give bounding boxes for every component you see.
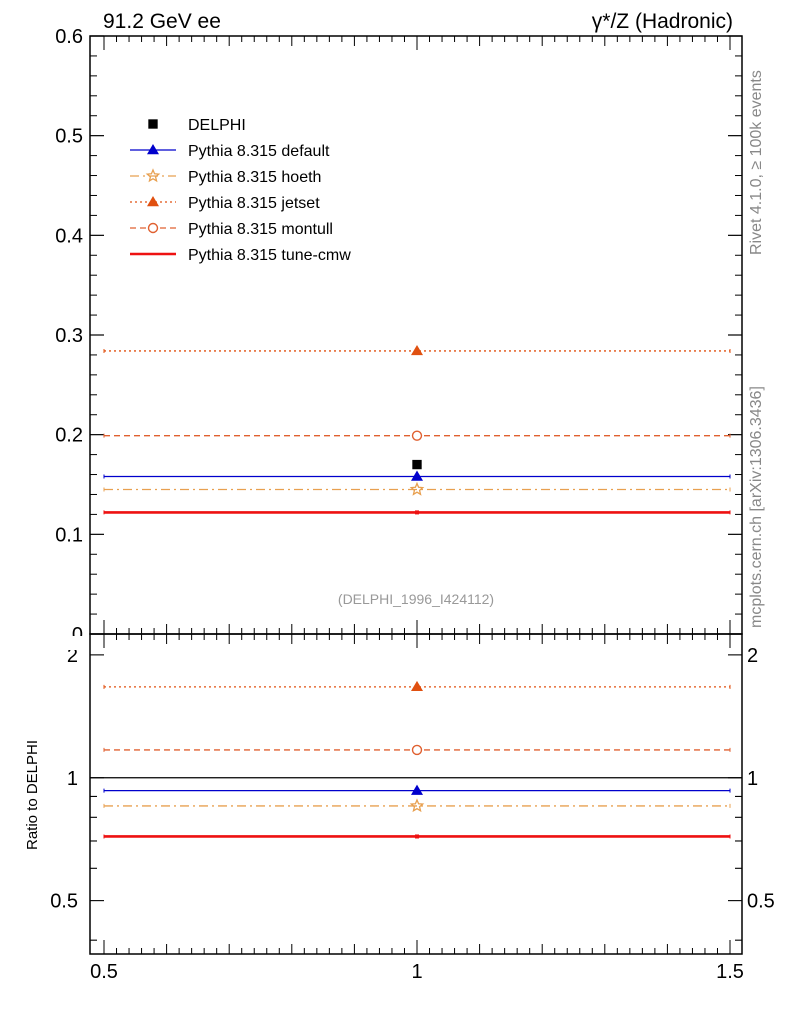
ratio-axes: 0.5 0.5 1 1 2 2	[50, 645, 775, 941]
main-series-default-marker	[411, 470, 423, 481]
legend-default-label: Pythia 8.315 default	[188, 143, 330, 160]
legend-jetset-marker	[147, 196, 159, 207]
legend-montull-marker	[147, 222, 159, 234]
main-series-hoeth-marker	[409, 481, 425, 496]
ratio-series-group	[103, 680, 731, 839]
legend-delphi-marker	[148, 119, 158, 129]
main-series-group	[103, 344, 731, 515]
legend-montull-label: Pythia 8.315 montull	[188, 221, 333, 238]
process-label: γ*/Z (Hadronic)	[592, 10, 733, 33]
zero-label-mask	[40, 636, 88, 650]
ratio-series-hoeth-marker	[409, 798, 425, 813]
ratio-plot-frame	[89, 633, 743, 955]
legend-default-marker	[147, 144, 159, 155]
legend-hoeth-marker	[145, 168, 161, 183]
ratio-y-tick-label-right: 0.5	[747, 891, 775, 913]
main-axes: 0 0.1 0.2 0.3 0.4 0.5 0.6	[55, 26, 742, 646]
mcplots-label: mcplots.cern.ch [arXiv:1306.3436]	[748, 386, 765, 628]
main-y-tick-label: 0.6	[55, 26, 83, 48]
ratio-series-default-marker	[411, 784, 423, 795]
legend: DELPHI Pythia 8.315 default Pythia 8.315 h…	[130, 117, 351, 264]
data-point-delphi	[412, 459, 422, 470]
main-series-jetset-marker	[411, 344, 423, 356]
ratio-y-tick-label: 2	[67, 645, 78, 667]
x-tick-label: 1	[411, 961, 422, 983]
energy-label: 91.2 GeV ee	[103, 10, 221, 33]
main-series-tune-cmw-marker	[415, 510, 419, 515]
main-y-tick-label: 0.1	[55, 524, 83, 546]
rivet-label: Rivet 4.1.0, ≥ 100k events	[748, 70, 765, 255]
ratio-y-tick-label-right: 1	[747, 768, 758, 790]
analysis-label: (DELPHI_1996_I424112)	[338, 591, 494, 607]
x-tick-label: 0.5	[90, 961, 118, 983]
main-y-tick-label: 0	[72, 624, 83, 646]
x-tick-label: 1.5	[716, 961, 744, 983]
x-axis: 0.5 1 1.5	[90, 36, 744, 983]
main-y-tick-label: 0.4	[55, 225, 83, 247]
main-y-tick-label: 0.2	[55, 425, 83, 447]
legend-tune-cmw-label: Pythia 8.315 tune-cmw	[188, 247, 351, 264]
main-y-tick-label: 0.3	[55, 325, 83, 347]
ratio-y-tick-label: 0.5	[50, 891, 78, 913]
ratio-series-montull-marker	[411, 744, 423, 756]
ratio-series-jetset-marker	[411, 680, 423, 692]
main-y-tick-label: 0.5	[55, 126, 83, 148]
legend-jetset-label: Pythia 8.315 jetset	[188, 195, 320, 212]
ratio-axis-label: Ratio to DELPHI	[24, 740, 41, 850]
ratio-y-tick-label-right: 2	[747, 645, 758, 667]
legend-hoeth-label: Pythia 8.315 hoeth	[188, 169, 321, 186]
ratio-series-tune-cmw-marker	[415, 834, 419, 839]
main-series-montull-marker	[411, 430, 423, 441]
legend-delphi-label: DELPHI	[188, 117, 246, 134]
ratio-y-tick-label: 1	[67, 768, 78, 790]
